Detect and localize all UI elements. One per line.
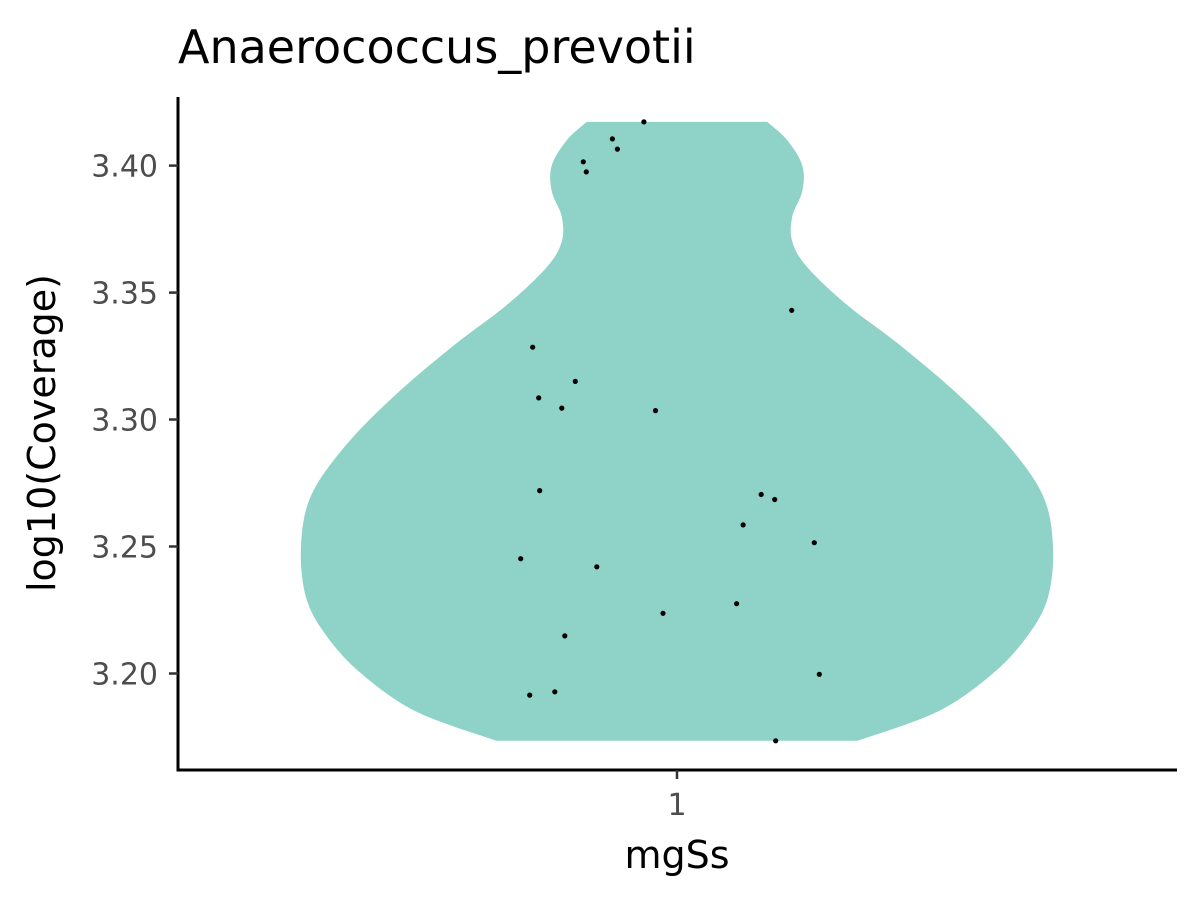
data-point — [530, 344, 536, 350]
data-point — [594, 564, 600, 570]
data-point — [734, 601, 740, 607]
y-tick-label: 3.35 — [91, 277, 158, 312]
data-point — [758, 491, 764, 498]
data-point — [536, 395, 542, 401]
data-point — [580, 159, 586, 165]
data-point — [583, 169, 589, 175]
data-point — [614, 146, 621, 152]
data-point — [552, 689, 558, 695]
chart-title: Anaerococcus_prevotii — [178, 20, 696, 74]
y-tick-label: 3.40 — [91, 150, 158, 185]
data-point — [816, 671, 822, 677]
x-tick-label: 1 — [667, 788, 686, 823]
data-point — [527, 692, 533, 698]
y-tick-label: 3.20 — [91, 658, 158, 693]
data-point — [660, 610, 666, 616]
y-tick-label: 3.30 — [91, 404, 158, 439]
data-point — [609, 136, 616, 142]
data-point — [518, 556, 524, 562]
violin-layer — [300, 121, 1054, 741]
data-point — [811, 540, 817, 546]
data-point — [537, 488, 543, 494]
data-point — [773, 738, 779, 744]
y-tick-label: 3.25 — [91, 531, 158, 566]
points-layer — [518, 119, 822, 744]
data-point — [789, 307, 795, 313]
data-point — [572, 378, 578, 384]
x-axis-ticks: 1 — [667, 770, 687, 823]
violin-body-1 — [300, 121, 1054, 741]
y-axis-title: log10(Coverage) — [20, 274, 64, 592]
data-point — [559, 405, 565, 411]
data-point — [772, 496, 778, 503]
y-axis-ticks: 3.20 3.25 3.30 3.35 3.40 — [91, 150, 178, 693]
data-point — [740, 522, 746, 528]
data-point — [641, 119, 647, 125]
x-axis-title: mgSs — [624, 833, 729, 877]
data-point — [652, 408, 659, 414]
data-point — [562, 633, 568, 639]
